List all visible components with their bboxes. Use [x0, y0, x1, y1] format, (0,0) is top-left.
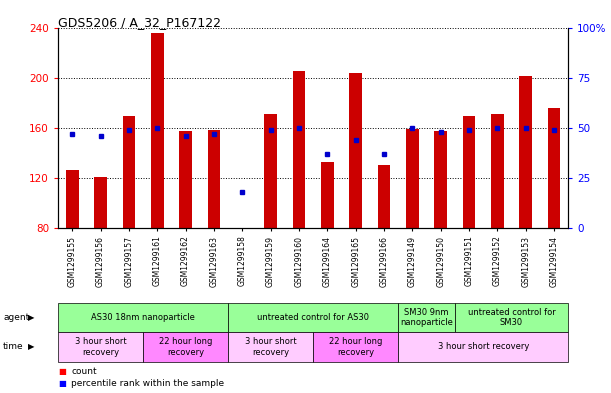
Bar — [94, 176, 107, 228]
Bar — [179, 132, 192, 228]
Bar — [519, 76, 532, 228]
Text: ■: ■ — [58, 367, 66, 376]
Bar — [349, 73, 362, 228]
Text: 3 hour short
recovery: 3 hour short recovery — [245, 337, 296, 356]
Bar — [208, 130, 221, 228]
Text: 22 hour long
recovery: 22 hour long recovery — [159, 337, 212, 356]
Text: ■: ■ — [58, 380, 66, 388]
Bar — [378, 165, 390, 228]
Text: GDS5206 / A_32_P167122: GDS5206 / A_32_P167122 — [58, 16, 221, 29]
Bar — [491, 114, 503, 228]
Text: AS30 18nm nanoparticle: AS30 18nm nanoparticle — [91, 313, 195, 322]
Text: count: count — [71, 367, 97, 376]
Bar — [406, 129, 419, 228]
Bar — [434, 132, 447, 228]
Bar — [463, 116, 475, 228]
Text: ▶: ▶ — [27, 342, 34, 351]
Text: percentile rank within the sample: percentile rank within the sample — [71, 380, 225, 388]
Bar — [547, 108, 560, 228]
Text: ▶: ▶ — [27, 313, 34, 322]
Bar — [293, 72, 306, 228]
Bar — [123, 116, 135, 228]
Bar — [66, 170, 79, 228]
Text: SM30 9nm
nanoparticle: SM30 9nm nanoparticle — [400, 308, 453, 327]
Bar — [321, 162, 334, 228]
Text: 22 hour long
recovery: 22 hour long recovery — [329, 337, 382, 356]
Text: 3 hour short
recovery: 3 hour short recovery — [75, 337, 126, 356]
Text: 3 hour short recovery: 3 hour short recovery — [437, 342, 529, 351]
Text: untreated control for
SM30: untreated control for SM30 — [467, 308, 555, 327]
Bar — [151, 33, 164, 228]
Text: agent: agent — [3, 313, 29, 322]
Text: time: time — [3, 342, 24, 351]
Bar — [264, 114, 277, 228]
Text: untreated control for AS30: untreated control for AS30 — [257, 313, 369, 322]
